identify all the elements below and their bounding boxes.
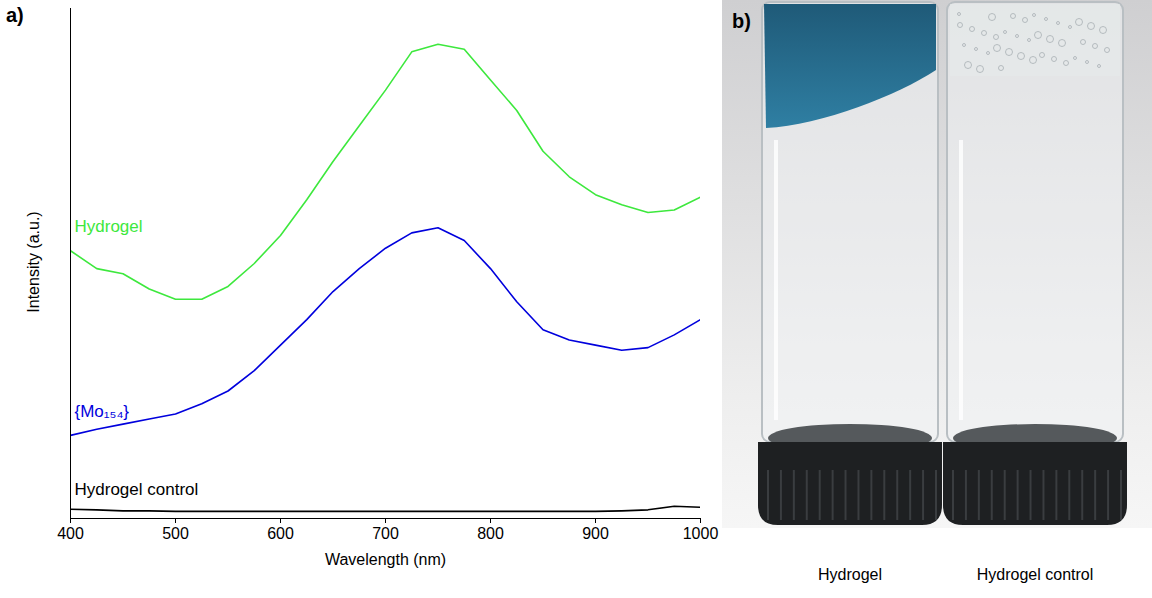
- html-text:Intensity (a.u.): Intensity (a.u.): [25, 211, 42, 313]
- svg-text:Hydrogel: Hydrogel: [75, 217, 143, 236]
- svg-text:500: 500: [162, 525, 189, 542]
- html-text:a): a): [6, 4, 24, 26]
- svg-text:600: 600: [267, 525, 294, 542]
- svg-text:Wavelength (nm): Wavelength (nm): [325, 551, 446, 568]
- svg-text:Hydrogel control: Hydrogel control: [75, 480, 199, 499]
- svg-text:Hydrogel: Hydrogel: [818, 566, 882, 583]
- svg-text:400: 400: [57, 525, 84, 542]
- svg-text:900: 900: [582, 525, 609, 542]
- svg-text:800: 800: [477, 525, 504, 542]
- svg-text:700: 700: [372, 525, 399, 542]
- svg-text:Hydrogel control: Hydrogel control: [977, 566, 1094, 583]
- svg-text:{Mo₁₅₄}: {Mo₁₅₄}: [75, 402, 130, 421]
- svg-text:b): b): [732, 10, 751, 32]
- svg-text:1000: 1000: [683, 525, 719, 542]
